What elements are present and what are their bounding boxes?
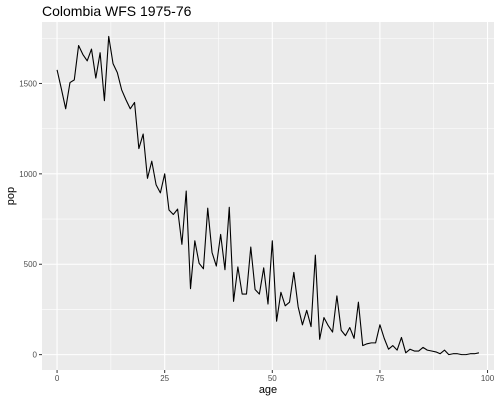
grid-minor [42, 22, 494, 370]
x-tick-label: 25 [160, 374, 169, 383]
y-tick-label: 500 [24, 260, 38, 269]
x-tick-label: 0 [55, 374, 60, 383]
y-axis-ticks: 0 500 1000 1500 [19, 79, 42, 360]
x-tick-label: 75 [375, 374, 384, 383]
series-layer [56, 35, 480, 356]
chart-title: Colombia WFS 1975-76 [42, 3, 192, 19]
series-line [56, 35, 480, 356]
x-axis-label: age [259, 384, 277, 396]
grid-major [42, 22, 494, 370]
plot-panel [42, 22, 494, 370]
y-axis-label: pop [5, 187, 17, 205]
y-tick-label: 1000 [19, 170, 37, 179]
y-tick-label: 1500 [19, 79, 37, 88]
x-axis-ticks: 0 25 50 75 100 [55, 370, 495, 383]
x-tick-label: 50 [268, 374, 277, 383]
x-tick-label: 100 [481, 374, 495, 383]
y-tick-label: 0 [33, 351, 38, 360]
